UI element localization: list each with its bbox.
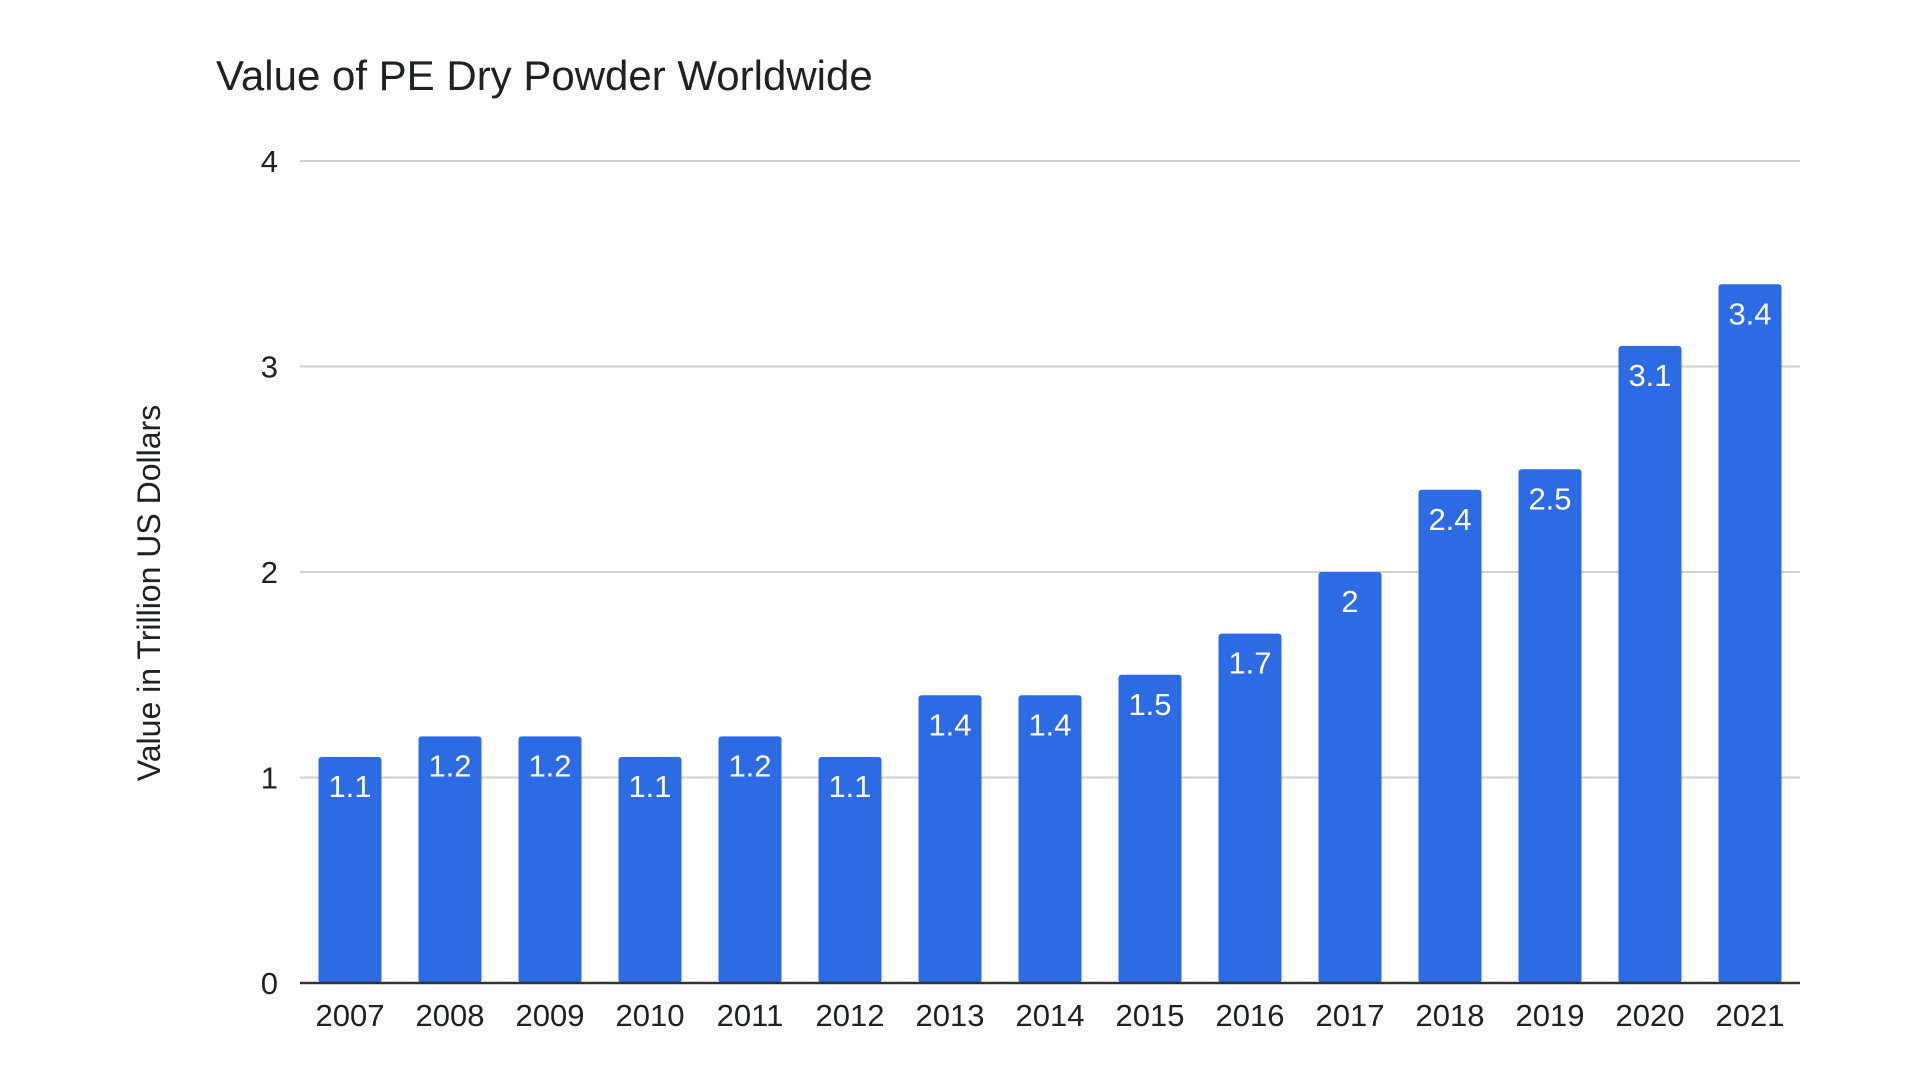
x-tick-label-2013: 2013 [916,998,985,1033]
data-label-2017: 2 [1341,584,1358,619]
bar-2008 [418,736,482,983]
data-label-2007: 1.1 [328,769,371,804]
x-tick-label-2018: 2018 [1416,998,1485,1033]
bar-2017 [1318,572,1382,983]
data-label-2009: 1.2 [528,748,571,783]
bar-2014 [1018,695,1082,983]
x-tick-label-2021: 2021 [1716,998,1785,1033]
data-label-2011: 1.2 [728,748,771,783]
x-tick-label-2012: 2012 [816,998,885,1033]
bar-2007 [318,756,382,983]
data-label-2014: 1.4 [1028,707,1071,742]
y-axis-ticks: 0 1 2 3 4 [261,144,278,1001]
x-tick-label-2020: 2020 [1616,998,1685,1033]
bar-2013 [918,695,982,983]
bar-2015 [1118,674,1182,983]
data-label-2010: 1.1 [628,769,671,804]
y-tick-label: 3 [261,350,278,385]
data-labels: 1.1 1.2 1.2 1.1 1.2 1.1 1.4 1.4 1.5 1.7 2 2.4 2.5 3.1… [328,296,1771,804]
x-tick-label-2017: 2017 [1316,998,1385,1033]
chart-title: Value of PE Dry Powder Worldwide [216,52,873,99]
data-label-2013: 1.4 [928,707,971,742]
bar-2016 [1218,633,1282,983]
bars [318,284,1782,983]
x-tick-label-2019: 2019 [1516,998,1585,1033]
x-tick-label-2008: 2008 [416,998,485,1033]
bar-2010 [618,756,682,983]
bar-2020 [1618,345,1682,983]
y-tick-label: 1 [261,761,278,796]
x-tick-label-2016: 2016 [1216,998,1285,1033]
y-tick-label: 0 [261,966,278,1001]
data-label-2020: 3.1 [1628,358,1671,393]
y-tick-label: 2 [261,555,278,590]
bar-2021 [1718,284,1782,983]
x-tick-label-2007: 2007 [316,998,385,1033]
data-label-2018: 2.4 [1428,502,1471,537]
bar-2018 [1418,489,1482,983]
x-tick-label-2014: 2014 [1016,998,1085,1033]
x-tick-label-2010: 2010 [616,998,685,1033]
bar-2009 [518,736,582,983]
y-tick-label: 4 [261,144,278,179]
bar-2012 [818,756,882,983]
bar-2019 [1518,469,1582,983]
bar-2011 [718,736,782,983]
y-axis-title: Value in Trillion US Dollars [131,405,167,781]
data-label-2008: 1.2 [428,748,471,783]
data-label-2019: 2.5 [1528,481,1571,516]
data-label-2021: 3.4 [1728,296,1771,331]
x-tick-label-2009: 2009 [516,998,585,1033]
x-tick-label-2015: 2015 [1116,998,1185,1033]
x-tick-label-2011: 2011 [717,998,784,1033]
data-label-2012: 1.1 [828,769,871,804]
x-axis-ticks: 2007 2008 2009 2010 2011 2012 2013 2014 2015 2016… [316,998,1785,1033]
data-label-2015: 1.5 [1128,687,1171,722]
data-label-2016: 1.7 [1228,646,1271,681]
